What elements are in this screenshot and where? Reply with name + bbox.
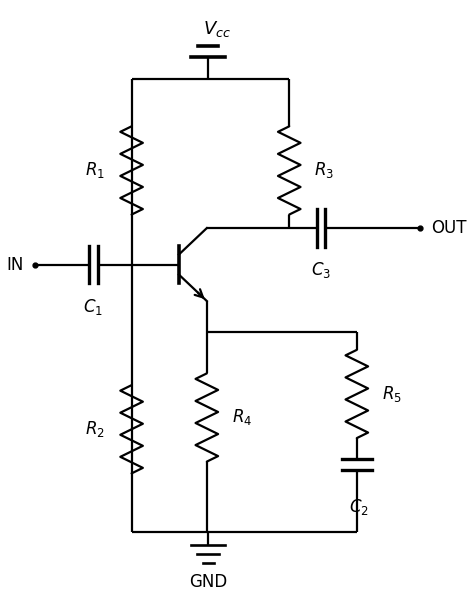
Text: $R_5$: $R_5$ bbox=[382, 384, 401, 404]
Text: $V_{cc}$: $V_{cc}$ bbox=[203, 19, 231, 39]
Text: OUT: OUT bbox=[431, 219, 466, 237]
Text: $C_2$: $C_2$ bbox=[349, 497, 369, 517]
Text: IN: IN bbox=[6, 255, 24, 273]
Text: $R_2$: $R_2$ bbox=[85, 419, 105, 440]
Text: $C_3$: $C_3$ bbox=[311, 261, 331, 280]
Text: $R_4$: $R_4$ bbox=[232, 407, 252, 428]
Text: $R_3$: $R_3$ bbox=[314, 160, 334, 181]
Text: $R_1$: $R_1$ bbox=[85, 160, 105, 181]
Text: $C_1$: $C_1$ bbox=[83, 297, 103, 317]
Text: GND: GND bbox=[189, 573, 228, 591]
